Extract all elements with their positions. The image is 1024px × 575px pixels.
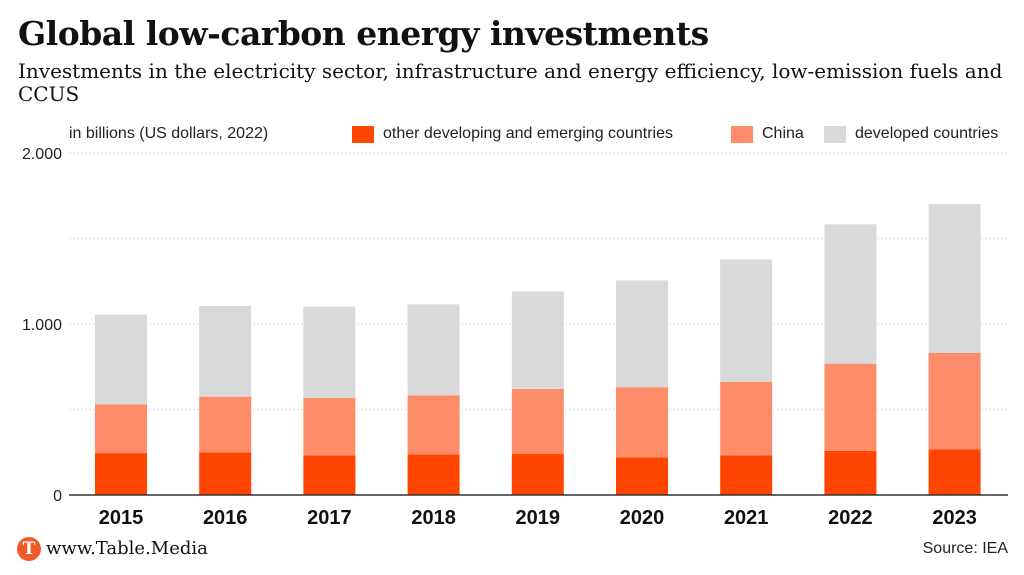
- footer-site-link[interactable]: www.Table.Media: [46, 538, 208, 559]
- bar-segment-developed: [407, 304, 460, 396]
- bar-segment-other-developing: [199, 452, 252, 495]
- bar-segment-other-developing: [511, 453, 564, 495]
- bar-segment-china: [303, 398, 356, 456]
- bar-segment-developed: [720, 259, 773, 382]
- bar-segment-china: [824, 363, 877, 451]
- x-tick-label: 2017: [307, 507, 352, 529]
- x-tick-label: 2018: [411, 507, 456, 529]
- bar-segment-other-developing: [616, 457, 668, 495]
- x-tick-label: 2021: [724, 507, 769, 529]
- bar-segment-developed: [199, 306, 252, 397]
- bar-segment-developed: [928, 204, 981, 353]
- chart-subtitle: Investments in the electricity sector, i…: [18, 59, 1003, 106]
- chart-title: Global low-carbon energy investments: [18, 14, 709, 53]
- table-media-logo-icon: T: [17, 537, 41, 561]
- legend-swatch-china: [731, 125, 753, 143]
- legend-item-other-developing: other developing and emerging countries: [352, 124, 673, 144]
- y-tick-label: 0: [53, 488, 62, 505]
- bar-segment-developed: [95, 314, 147, 405]
- x-tick-label: 2022: [828, 507, 873, 529]
- bar-segment-china: [511, 388, 564, 454]
- x-tick-label: 2016: [203, 507, 248, 529]
- y-tick-label: 1.000: [22, 317, 62, 334]
- legend-label-other-developing: other developing and emerging countries: [383, 125, 673, 142]
- bar-segment-china: [199, 396, 252, 453]
- x-tick-label: 2023: [932, 507, 977, 529]
- x-tick-label: 2019: [516, 507, 561, 529]
- legend-swatch-other-developing: [352, 125, 374, 143]
- legend-item-developed: developed countries: [824, 124, 998, 144]
- unit-label: in billions (US dollars, 2022): [69, 125, 269, 142]
- bar-segment-other-developing: [303, 455, 356, 495]
- x-tick-label: 2020: [620, 507, 665, 529]
- bar-segment-developed: [511, 291, 564, 389]
- x-tick-label: 2015: [99, 507, 144, 529]
- footer-source: Source: IEA: [922, 540, 1008, 557]
- bar-segment-china: [95, 404, 147, 454]
- bar-segment-china: [720, 381, 773, 456]
- bar-segment-other-developing: [720, 455, 773, 495]
- legend-item-china: China: [731, 124, 804, 144]
- bar-segment-other-developing: [824, 450, 877, 495]
- bar-segment-other-developing: [407, 454, 460, 495]
- y-tick-label: 2.000: [22, 146, 62, 163]
- bar-segment-other-developing: [95, 453, 147, 495]
- bar-segment-developed: [616, 280, 668, 388]
- bar-segment-other-developing: [928, 449, 981, 495]
- legend-swatch-developed: [824, 125, 846, 143]
- bar-segment-china: [616, 387, 668, 458]
- legend-label-china: China: [762, 125, 804, 142]
- bar-segment-developed: [824, 224, 877, 364]
- bar-segment-developed: [303, 306, 356, 399]
- bar-segment-china: [407, 395, 460, 455]
- bar-segment-china: [928, 352, 981, 450]
- legend-label-developed: developed countries: [855, 125, 999, 142]
